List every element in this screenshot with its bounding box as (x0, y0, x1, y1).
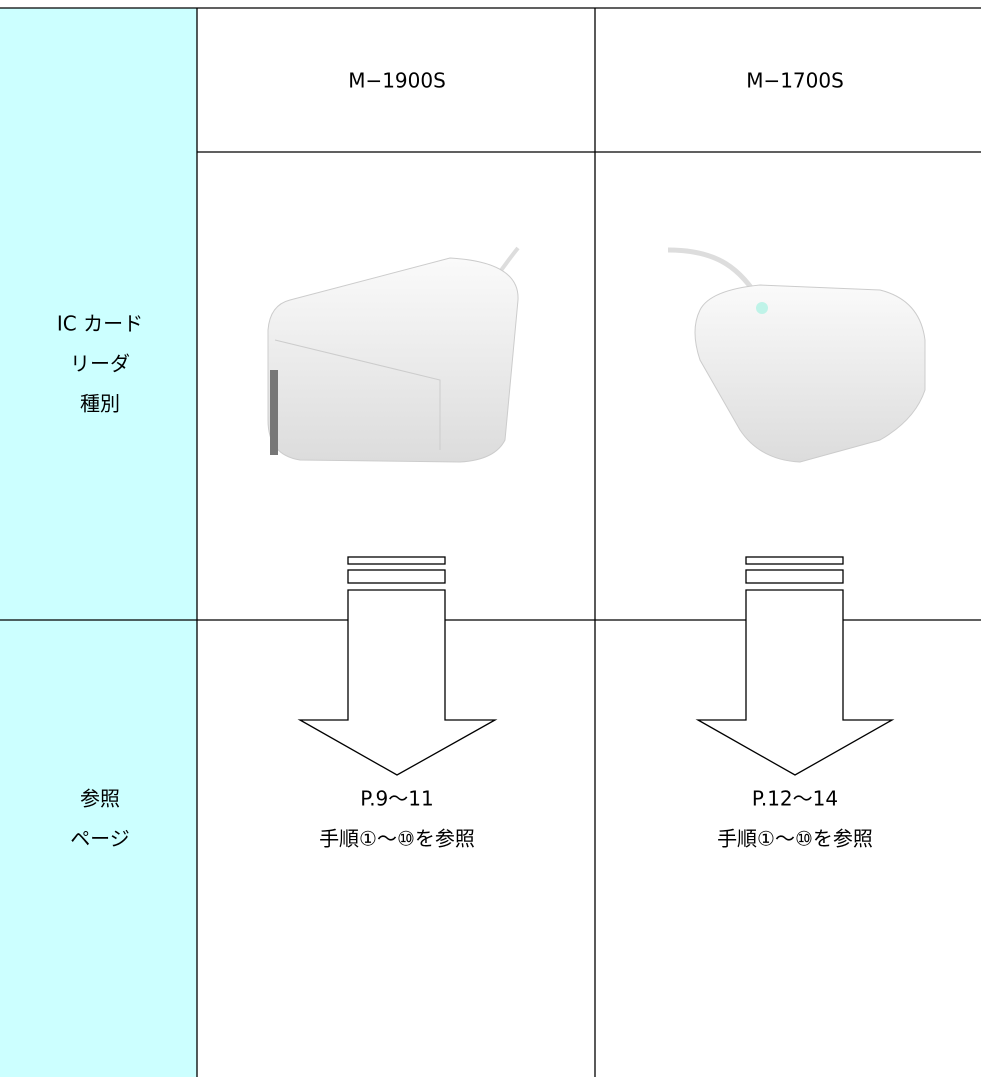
model-name: M−1700S (746, 69, 844, 93)
row-header: ページ (70, 827, 130, 851)
reader-image (267, 246, 520, 463)
reference-text: P.9〜11 (360, 787, 433, 811)
arrow (297, 556, 498, 776)
row-header: IC カード (57, 312, 143, 336)
reader-image (667, 247, 926, 463)
row-header: 参照 (80, 787, 120, 811)
reference-text: 手順①〜⑩を参照 (319, 827, 475, 851)
reference-text: 手順①〜⑩を参照 (717, 827, 873, 851)
arrow (695, 556, 895, 776)
row-header: 種別 (80, 392, 120, 416)
row-header: リーダ (70, 352, 130, 376)
model-name: M−1900S (348, 69, 446, 93)
reference-text: P.12〜14 (752, 787, 838, 811)
label-column (0, 8, 197, 1077)
